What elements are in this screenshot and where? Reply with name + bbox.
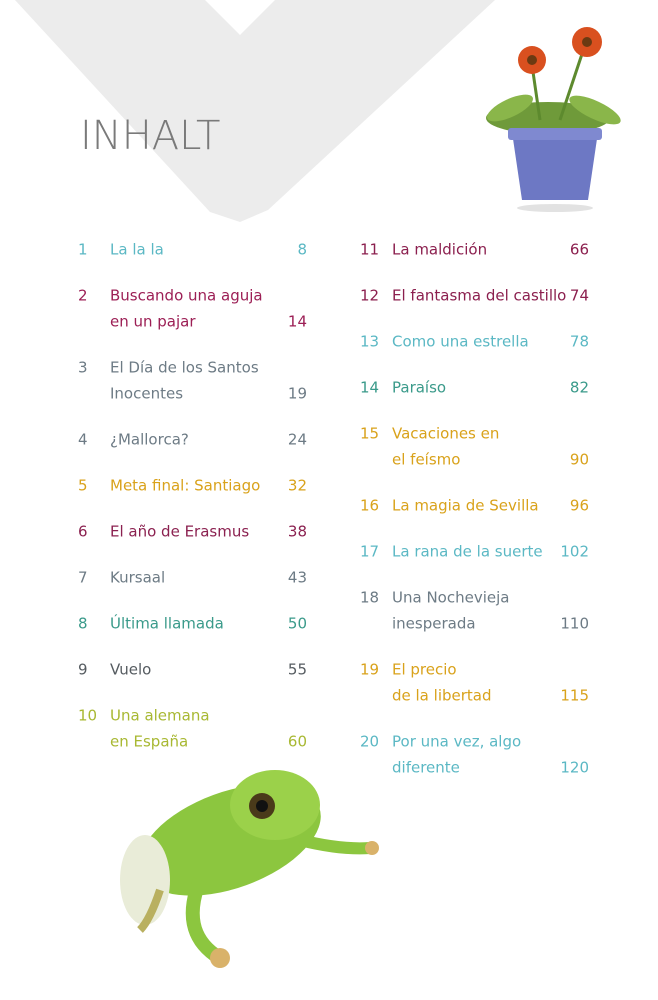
entry-title: Inocentes <box>110 385 183 403</box>
entry-title: en un pajar <box>110 313 196 331</box>
entry-number: 18 <box>360 589 379 607</box>
entry-title: El fantasma del castillo <box>392 287 566 305</box>
entry-number: 2 <box>78 287 88 305</box>
entry-page: 24 <box>288 431 307 449</box>
entry-number: 12 <box>360 287 379 305</box>
entry-page: 66 <box>570 241 589 259</box>
entry-page: 78 <box>570 333 589 351</box>
entry-title: Buscando una aguja <box>110 287 263 305</box>
entry-title: en España <box>110 733 188 751</box>
entry-number: 4 <box>78 431 88 449</box>
entry-title: La rana de la suerte <box>392 543 543 561</box>
entry-title: El precio <box>392 661 457 679</box>
entry-title: La magia de Sevilla <box>392 497 539 515</box>
entry-title: Meta final: Santiago <box>110 477 260 495</box>
entry-page: 115 <box>560 687 589 705</box>
entry-title: ¿Mallorca? <box>110 431 189 449</box>
entry-page: 50 <box>288 615 307 633</box>
entry-number: 3 <box>78 359 88 377</box>
entry-title: La maldición <box>392 241 487 259</box>
entry-page: 43 <box>288 569 307 587</box>
entry-number: 7 <box>78 569 88 587</box>
entry-title: El Día de los Santos <box>110 359 259 377</box>
entry-number: 6 <box>78 523 88 541</box>
frog <box>120 770 379 968</box>
entry-number: 10 <box>78 707 97 725</box>
entry-page: 90 <box>570 451 589 469</box>
entry-title: Una Nochevieja <box>392 589 509 607</box>
entry-title: Por una vez, algo <box>392 733 521 751</box>
entry-page: 8 <box>297 241 307 259</box>
entry-number: 14 <box>360 379 379 397</box>
entry-page: 74 <box>570 287 589 305</box>
entry-number: 8 <box>78 615 88 633</box>
entry-title: diferente <box>392 759 460 777</box>
entry-title: El año de Erasmus <box>110 523 249 541</box>
entry-title: Como una estrella <box>392 333 529 351</box>
entry-number: 1 <box>78 241 88 259</box>
entry-title: Última llamada <box>110 614 224 633</box>
entry-number: 16 <box>360 497 379 515</box>
entry-number: 5 <box>78 477 88 495</box>
entry-page: 32 <box>288 477 307 495</box>
flower-pot <box>486 27 621 212</box>
entry-title: La la la <box>110 241 164 259</box>
entry-page: 110 <box>560 615 589 633</box>
entry-title: Paraíso <box>392 379 446 397</box>
entry-title: el feísmo <box>392 451 460 469</box>
entry-number: 13 <box>360 333 379 351</box>
entry-page: 60 <box>288 733 307 751</box>
entry-page: 102 <box>560 543 589 561</box>
entry-number: 19 <box>360 661 379 679</box>
entry-title: Una alemana <box>110 707 210 725</box>
entry-page: 19 <box>288 385 307 403</box>
entry-title: Vuelo <box>110 661 151 679</box>
entry-number: 20 <box>360 733 379 751</box>
page-title: INHALT <box>80 113 220 159</box>
entry-page: 120 <box>560 759 589 777</box>
entry-number: 11 <box>360 241 379 259</box>
entry-page: 38 <box>288 523 307 541</box>
entry-page: 14 <box>288 313 307 331</box>
chevron-background <box>15 0 495 222</box>
entry-page: 55 <box>288 661 307 679</box>
entry-page: 96 <box>570 497 589 515</box>
entry-number: 9 <box>78 661 88 679</box>
entry-title: Kursaal <box>110 569 165 587</box>
entry-title: inesperada <box>392 615 476 633</box>
entry-page: 82 <box>570 379 589 397</box>
entry-title: Vacaciones en <box>392 425 499 443</box>
entry-title: de la libertad <box>392 687 492 705</box>
entry-number: 17 <box>360 543 379 561</box>
entry-number: 15 <box>360 425 379 443</box>
